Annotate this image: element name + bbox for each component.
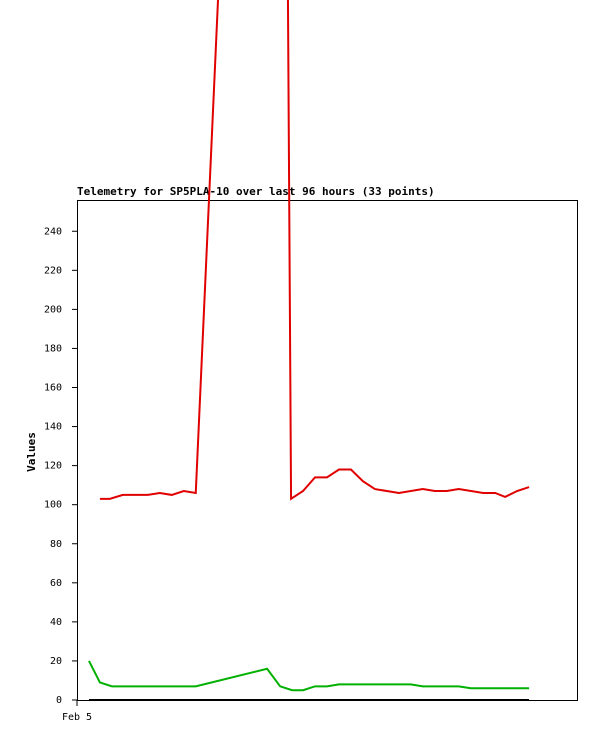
y-tick-label: 100 [44,500,62,511]
series-line [88,660,530,692]
x-tick-label: Feb 5 [62,712,92,723]
y-tick-label: 120 [44,461,62,472]
y-tick-label: 140 [44,422,62,433]
y-tick-label: 0 [56,695,62,706]
y-tick-label: 180 [44,343,62,354]
y-tick-label: 240 [44,226,62,237]
y-tick-label: 40 [50,617,62,628]
y-tick-label: 160 [44,383,62,394]
chart-title: Telemetry for SP5PLA-10 over last 96 hou… [77,185,435,198]
plot-frame [77,200,578,701]
y-tick-label: 60 [50,578,62,589]
y-tick-label: 20 [50,656,62,667]
y-tick-label: 80 [50,539,62,550]
y-axis-label: Values [25,432,38,472]
series-line [99,0,530,501]
y-tick-label: 220 [44,265,62,276]
y-tick-label: 200 [44,304,62,315]
